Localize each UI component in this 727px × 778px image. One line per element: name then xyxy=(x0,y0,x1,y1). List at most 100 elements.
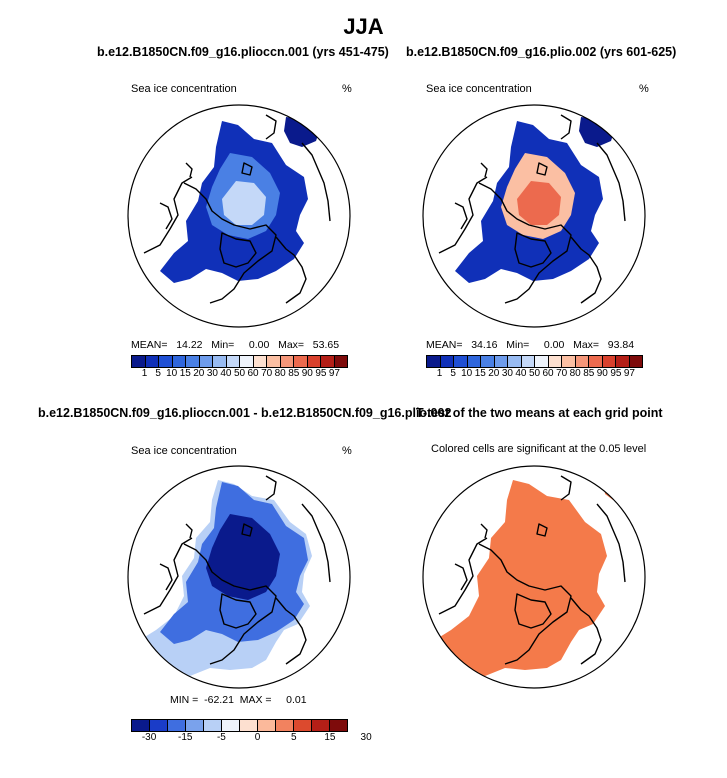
coastline xyxy=(265,475,277,501)
coastline xyxy=(159,563,173,591)
colorbar-swatch xyxy=(427,356,441,367)
coastline xyxy=(185,523,193,539)
colorbar-tick-label: -5 xyxy=(216,732,226,743)
coastline xyxy=(301,503,331,583)
panel4-map xyxy=(422,465,646,689)
colorbar-swatch xyxy=(629,356,642,367)
colorbar-tick-label: 10 xyxy=(461,368,473,379)
map-boundary xyxy=(127,104,351,328)
coastline xyxy=(185,162,193,178)
coastline xyxy=(478,543,572,665)
coastline xyxy=(596,503,626,583)
colorbar-tick-label: 90 xyxy=(301,368,313,379)
colorbar-tick-label: 60 xyxy=(247,368,259,379)
colorbar-tick-label: 30 xyxy=(206,368,218,379)
coastline xyxy=(183,543,277,665)
colorbar-tick-label: 70 xyxy=(556,368,568,379)
significant-region xyxy=(435,480,607,676)
panel3-units: % xyxy=(342,445,352,457)
panel2-title: b.e12.B1850CN.f09_g16.plio.002 (yrs 601-… xyxy=(406,45,677,59)
coastline xyxy=(438,537,488,615)
colorbar-tick-label: 40 xyxy=(515,368,527,379)
colorbar-swatch xyxy=(267,356,281,367)
coastline xyxy=(143,176,193,254)
colorbar-swatch xyxy=(150,720,168,731)
colorbar-swatch xyxy=(521,356,535,367)
panel3-left-label: Sea ice concentration xyxy=(131,445,237,457)
map-boundary xyxy=(422,104,646,328)
colorbar-tick-label: 0 xyxy=(254,732,261,743)
sea-ice-region xyxy=(222,181,266,225)
coastline xyxy=(596,142,626,222)
colorbar-tick-label: 85 xyxy=(583,368,595,379)
colorbar-tick-label: 30 xyxy=(360,732,372,743)
colorbar-swatch xyxy=(240,720,258,731)
colorbar-swatch xyxy=(276,720,294,731)
panel4-title: T-test of the two means at each grid poi… xyxy=(416,406,663,420)
colorbar-tick-label: 40 xyxy=(220,368,232,379)
colorbar-swatch xyxy=(330,720,347,731)
colorbar-swatch xyxy=(186,356,200,367)
colorbar-swatch xyxy=(548,356,562,367)
colorbar-tick-label: 1 xyxy=(436,368,443,379)
coastline xyxy=(570,236,602,304)
colorbar-swatch xyxy=(307,356,321,367)
colorbar-tick-label: 60 xyxy=(542,368,554,379)
colorbar-tick-label: 97 xyxy=(328,368,340,379)
colorbar-tick-label: 97 xyxy=(623,368,635,379)
coastline xyxy=(560,114,572,140)
colorbar-tick-label: 20 xyxy=(193,368,205,379)
colorbar-tick-label: 80 xyxy=(569,368,581,379)
colorbar-swatch xyxy=(616,356,630,367)
colorbar-swatch xyxy=(132,720,150,731)
colorbar-tick-label: 15 xyxy=(179,368,191,379)
map-boundary xyxy=(422,465,646,689)
colorbar-swatch xyxy=(575,356,589,367)
colorbar-swatch xyxy=(440,356,454,367)
difference-region xyxy=(206,514,280,600)
colorbar-swatch xyxy=(454,356,468,367)
colorbar-tick-label: 30 xyxy=(501,368,513,379)
coastline xyxy=(570,597,602,665)
sea-ice-region xyxy=(579,117,615,147)
colorbar-swatch xyxy=(280,356,294,367)
map-boundary xyxy=(127,465,351,689)
coastline xyxy=(480,523,488,539)
coastline xyxy=(219,593,257,629)
coastline xyxy=(514,232,552,268)
sea-ice-region xyxy=(284,117,320,147)
colorbar-swatch xyxy=(145,356,159,367)
colorbar-swatch xyxy=(602,356,616,367)
colorbar-tick-label: 1 xyxy=(141,368,148,379)
colorbar-tick-label: 5 xyxy=(450,368,456,379)
colorbar-swatch xyxy=(186,720,204,731)
coastline xyxy=(159,202,173,230)
colorbar-swatch xyxy=(172,356,186,367)
colorbar-swatch xyxy=(508,356,522,367)
panel4-subtitle: Colored cells are significant at the 0.0… xyxy=(431,443,647,455)
coastline xyxy=(219,232,257,268)
coastline xyxy=(454,202,468,230)
colorbar-swatch xyxy=(481,356,495,367)
panel2-left-label: Sea ice concentration xyxy=(426,83,532,95)
coastline xyxy=(143,537,193,615)
colorbar-swatch xyxy=(294,356,308,367)
colorbar-tick-label: -15 xyxy=(178,732,193,743)
colorbar-swatch xyxy=(159,356,173,367)
coastline xyxy=(275,236,307,304)
colorbar-swatch xyxy=(535,356,549,367)
colorbar-swatch xyxy=(222,720,240,731)
colorbar-swatch xyxy=(199,356,213,367)
colorbar-swatch xyxy=(253,356,267,367)
panel1-colorbar: 1 5 10 15 20 30 40 50 60 70 80 85 90 95 97 xyxy=(131,355,348,380)
panel3-stats: MIN = -62.21 MAX = 0.01 xyxy=(170,694,307,706)
colorbar-swatch xyxy=(494,356,508,367)
coastline xyxy=(536,162,548,176)
colorbar-swatch xyxy=(240,356,254,367)
panel2-units: % xyxy=(639,83,649,95)
colorbar-swatch xyxy=(168,720,186,731)
panel2-map xyxy=(422,104,646,328)
colorbar-swatch xyxy=(589,356,603,367)
coastline xyxy=(241,162,253,176)
sea-ice-region xyxy=(517,181,561,225)
